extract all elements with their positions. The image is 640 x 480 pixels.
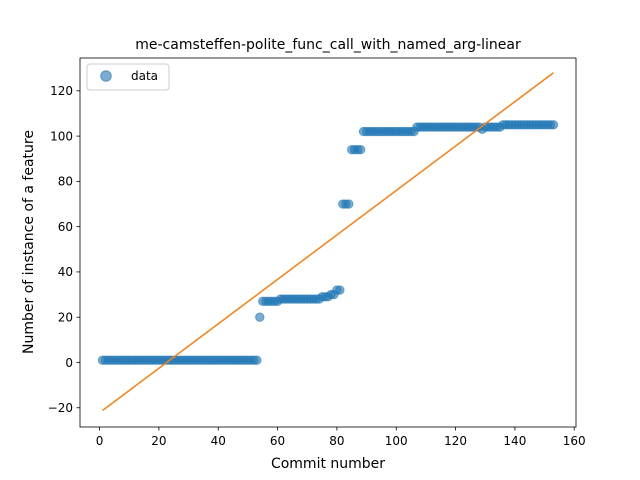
data-point — [355, 144, 366, 155]
legend-marker-data — [100, 70, 112, 82]
chart-title: me-camsteffen-polite_func_call_with_name… — [135, 37, 521, 53]
data-point — [252, 355, 262, 365]
y-axis-label: Number of instance of a feature — [21, 130, 37, 354]
x-axis-label: Commit number — [271, 456, 385, 472]
data-point — [344, 199, 354, 209]
data-point — [335, 285, 345, 295]
fit-line — [102, 72, 554, 412]
x-tick-label: 20 — [151, 434, 166, 448]
x-tick-label: 120 — [444, 434, 467, 448]
legend: data — [86, 63, 170, 91]
data-point — [548, 120, 559, 130]
y-tick-label: 40 — [58, 265, 73, 279]
legend-label-data: data — [131, 69, 158, 83]
x-tick-label: 60 — [270, 434, 285, 448]
axes-frame — [79, 57, 577, 428]
x-tick-label: 40 — [211, 434, 226, 448]
x-tick-label: 160 — [563, 434, 586, 448]
plot-area — [79, 57, 577, 428]
y-axis-ticks: −20 0 20 40 60 80 100 120 — [48, 84, 80, 415]
x-axis-ticks: 0 20 40 60 80 100 120 140 160 — [96, 427, 586, 448]
data-series — [97, 120, 559, 365]
y-tick-label: 60 — [58, 220, 73, 234]
data-point — [255, 312, 265, 322]
y-tick-label: 80 — [58, 175, 73, 189]
y-tick-label: 0 — [65, 356, 73, 370]
y-tick-label: 120 — [50, 84, 73, 98]
y-tick-label: −20 — [48, 401, 73, 415]
y-tick-label: 20 — [58, 311, 73, 325]
x-tick-label: 140 — [503, 434, 526, 448]
x-tick-label: 0 — [96, 434, 104, 448]
x-tick-label: 80 — [329, 434, 344, 448]
y-tick-label: 100 — [50, 129, 73, 143]
x-tick-label: 100 — [385, 434, 408, 448]
